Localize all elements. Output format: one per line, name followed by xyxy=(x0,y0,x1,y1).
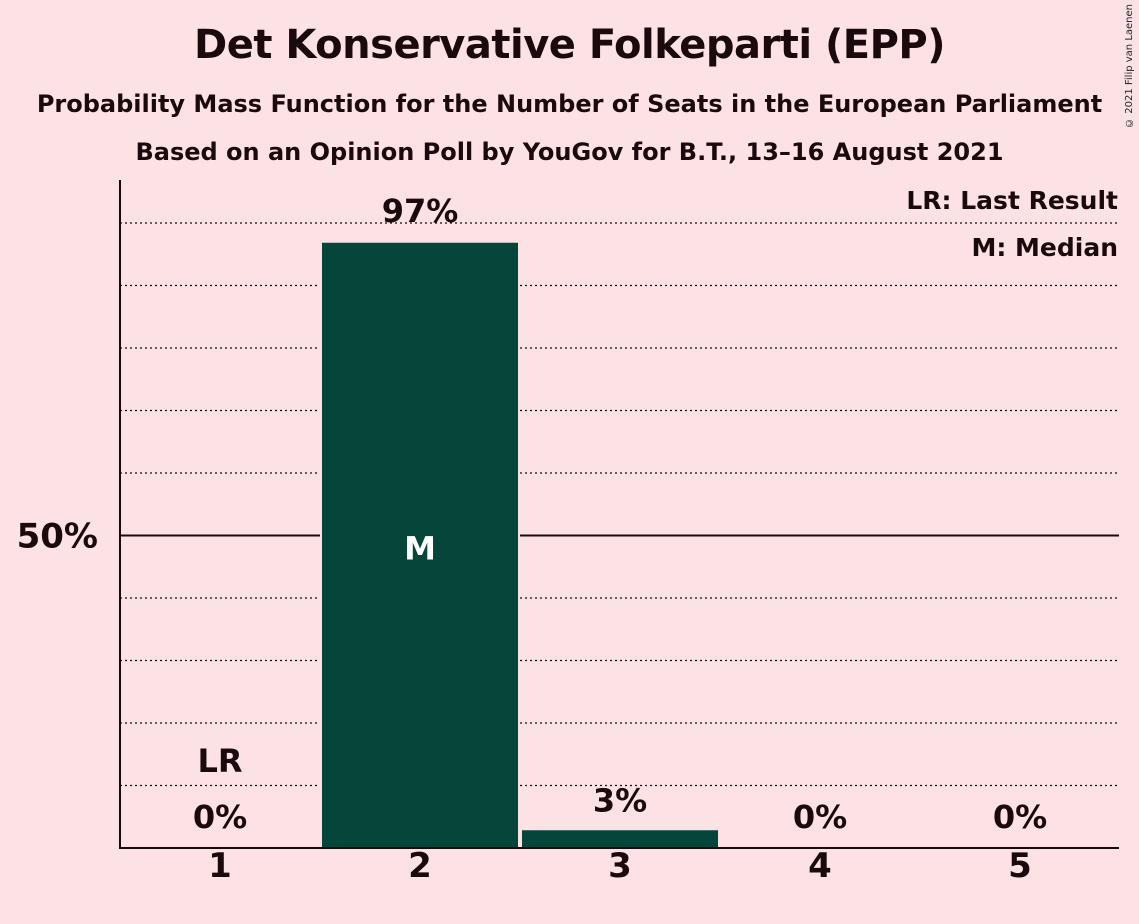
x-tick-label: 1 xyxy=(208,846,232,886)
y-tick-label: 50% xyxy=(17,517,98,557)
legend-last-result: LR: Last Result xyxy=(906,186,1118,215)
data-label: 0% xyxy=(993,798,1047,836)
chart-title: Det Konservative Folkeparti (EPP) xyxy=(194,22,946,68)
legend-median: M: Median xyxy=(971,233,1118,262)
data-label: 3% xyxy=(593,781,647,819)
last-result-marker: LR xyxy=(197,742,242,780)
bar xyxy=(320,240,520,849)
data-label: 0% xyxy=(193,798,247,836)
chart-subtitle: Probability Mass Function for the Number… xyxy=(36,90,1103,118)
data-label: 97% xyxy=(382,192,459,230)
chart-source: Based on an Opinion Poll by YouGov for B… xyxy=(135,138,1004,166)
x-tick-label: 4 xyxy=(808,846,832,886)
x-tick-label: 5 xyxy=(1008,846,1032,886)
median-marker: M xyxy=(404,530,436,568)
data-label: 0% xyxy=(793,798,847,836)
x-tick-label: 2 xyxy=(408,846,432,886)
x-tick-label: 3 xyxy=(608,846,632,886)
